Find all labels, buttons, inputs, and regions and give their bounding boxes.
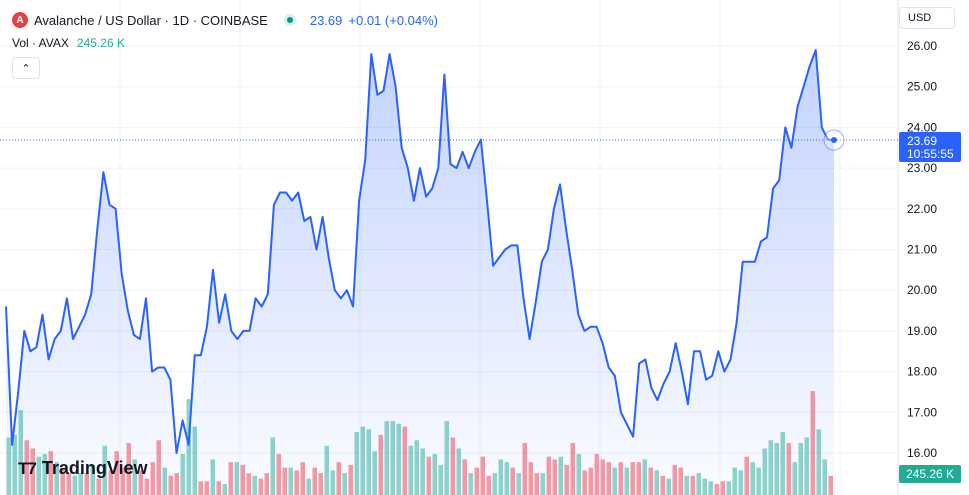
price-change: +0.01 (+0.04%) [348,12,439,28]
price-line [5,49,835,454]
symbol-title[interactable]: Avalanche / US Dollar · 1D · COINBASE [34,12,268,28]
y-tick-label: 20.00 [907,283,937,297]
y-tick-label: 16.00 [907,446,937,460]
y-axis[interactable]: 26.00 25.00 24.00 23.00 22.00 21.00 20.00 19.00… [907,39,937,460]
legend-header: A Avalanche / US Dollar · 1D · COINBASE … [12,10,438,30]
last-price-dot [831,137,837,144]
y-tick-label: 19.00 [907,324,937,338]
avalanche-logo-icon: A [12,12,28,28]
y-tick-label: 18.00 [907,365,937,379]
y-tick-label: 24.00 [907,120,937,134]
market-status-icon[interactable] [283,14,296,26]
currency-label: USD [908,12,932,24]
last-price: 23.69 [309,12,343,28]
tradingview-mark-icon: T7 [18,458,37,478]
price-label-badge: 23.69 10:55:55 [899,132,961,163]
price-area [6,50,834,495]
price-label-value: 23.69 [907,134,937,148]
y-tick-label: 17.00 [907,405,937,419]
volume-legend-label[interactable]: Vol · AVAX [12,36,69,50]
volume-label-badge: 245.26 K [899,465,961,483]
y-tick-label: 22.00 [907,202,937,216]
price-label-countdown: 10:55:55 [907,147,954,161]
currency-selector[interactable]: USD [899,7,955,29]
collapse-legend-button[interactable]: ⌃ [12,57,40,79]
tradingview-logo-text: TradingView [41,458,148,478]
y-tick-label: 25.00 [907,80,937,94]
volume-label-value: 245.26 K [906,467,954,481]
y-tick-label: 21.00 [907,243,937,257]
tradingview-logo[interactable]: T7 TradingView [18,458,148,479]
y-tick-label: 23.00 [907,161,937,175]
volume-legend: Vol · AVAX 245.26 K [12,36,125,50]
volume-legend-value: 245.26 K [76,36,125,50]
y-tick-label: 26.00 [907,39,937,53]
chevron-up-icon: ⌃ [21,62,31,75]
